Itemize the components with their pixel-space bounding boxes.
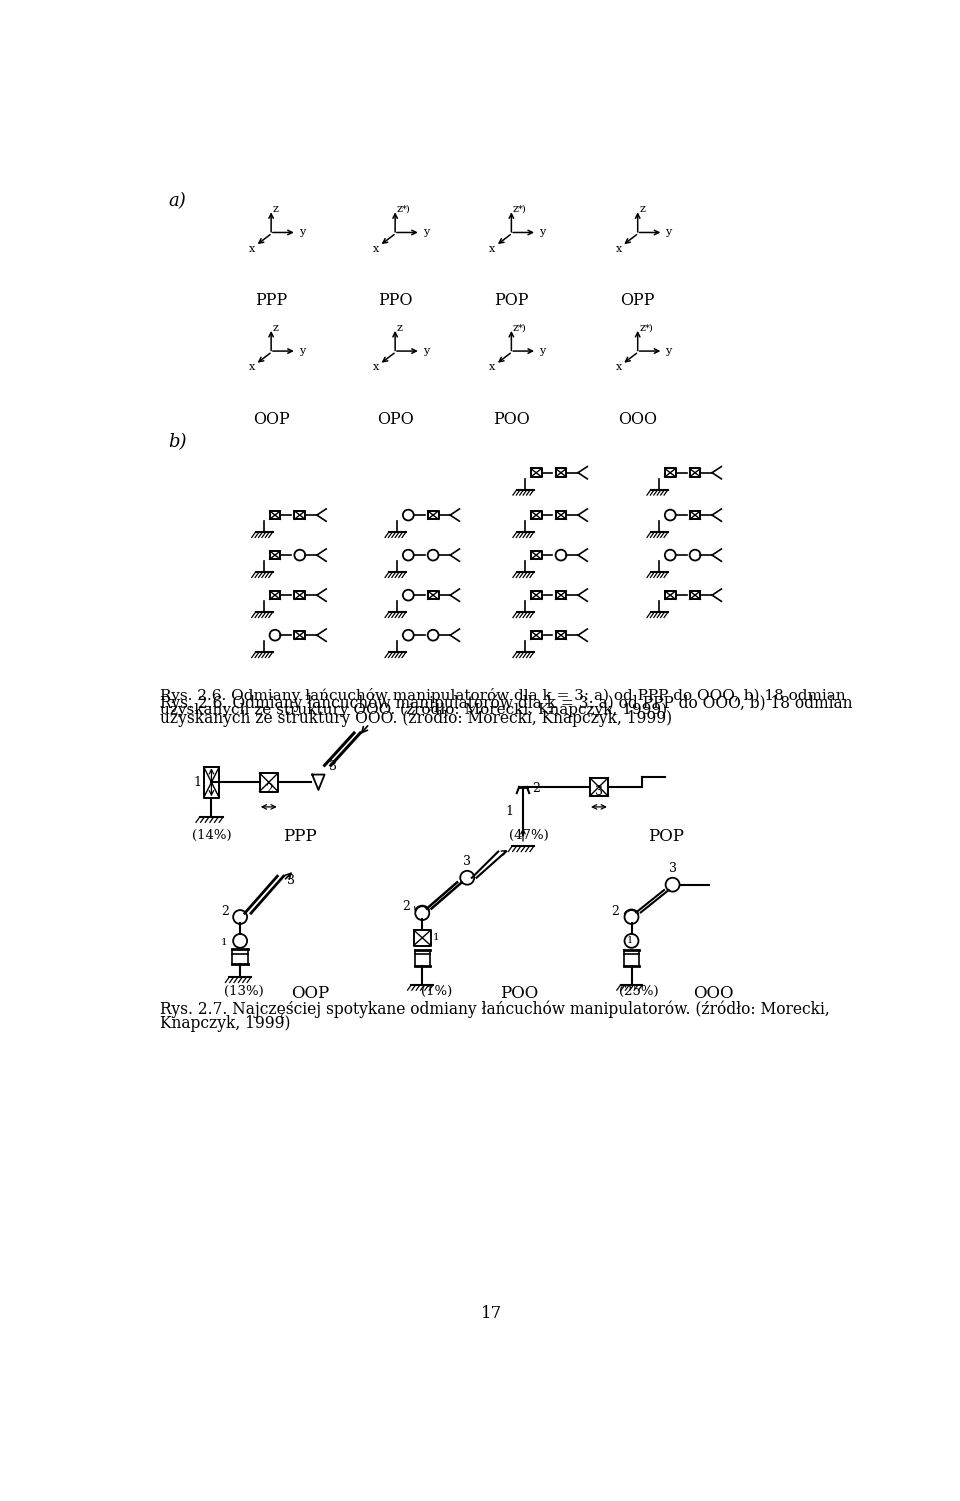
Text: (1%): (1%) [420,985,452,998]
Text: 1: 1 [193,776,202,788]
Text: 2: 2 [532,782,540,796]
Text: *): *) [518,323,527,332]
Text: 2: 2 [222,905,229,919]
Text: uzyskanych ze struktury OOO. (źródło: Morecki, Knapczyk, 1999): uzyskanych ze struktury OOO. (źródło: Mo… [160,708,672,726]
Text: z: z [639,323,645,333]
Text: (14%): (14%) [192,829,231,842]
Text: z: z [513,323,518,333]
Text: (13%): (13%) [224,985,264,998]
Text: b): b) [168,432,186,450]
Text: OOP: OOP [252,411,290,428]
Text: OPP: OPP [620,291,655,309]
Text: OOP: OOP [291,985,329,1001]
Text: y: y [422,347,429,356]
Text: PPP: PPP [283,829,317,845]
Text: POP: POP [648,829,684,845]
Text: z: z [273,204,278,215]
Text: x: x [615,362,622,372]
Text: x: x [372,243,379,254]
Text: y: y [539,228,545,237]
Text: a): a) [168,192,186,210]
Text: 2: 2 [265,784,273,796]
Text: *): *) [402,204,411,213]
Text: z: z [396,323,402,333]
Text: 3: 3 [287,874,295,887]
Text: y: y [299,228,305,237]
Text: 3: 3 [463,856,471,869]
Text: x: x [249,243,255,254]
Text: uzyskanych ze struktury OOO. (źródło: Morecki, Knapczyk, 1999): uzyskanych ze struktury OOO. (źródło: Mo… [160,702,667,717]
Text: y: y [665,347,671,356]
Text: OOO: OOO [618,411,658,428]
Text: x: x [490,362,495,372]
Text: x: x [249,362,255,372]
Text: z: z [396,204,402,215]
Text: z: z [513,204,518,215]
Text: OOO: OOO [692,985,733,1001]
Text: x: x [372,362,379,372]
Text: *): *) [645,323,654,332]
Text: 3: 3 [668,863,677,875]
Text: PPO: PPO [378,291,413,309]
Text: y: y [299,347,305,356]
Text: 17: 17 [481,1304,503,1322]
Text: POO: POO [493,411,530,428]
Text: 2: 2 [612,905,619,919]
Text: Rys. 2.6. Odmiany łańcuchów manipulatorów dla k = 3: a) od PPP do OOO, b) 18 odm: Rys. 2.6. Odmiany łańcuchów manipulatoró… [160,689,846,704]
Text: Rys. 2.6. Odmiany łańcuchów manipulatorów dla k = 3: a) od PPP do OOO, b) 18 odm: Rys. 2.6. Odmiany łańcuchów manipulatoró… [160,695,852,711]
Text: (25%): (25%) [619,985,660,998]
Text: POP: POP [494,291,529,309]
Text: 3: 3 [595,785,603,797]
Text: 1: 1 [627,937,633,946]
Text: z: z [273,323,278,333]
Text: OPO: OPO [376,411,414,428]
Text: *): *) [518,204,527,213]
Text: z: z [639,204,645,215]
Text: 2: 2 [402,901,410,914]
Text: y: y [539,347,545,356]
Text: x: x [490,243,495,254]
Text: PPP: PPP [255,291,287,309]
Text: 1: 1 [506,805,514,818]
Text: x: x [615,243,622,254]
Text: 1: 1 [433,934,440,943]
Text: 1: 1 [221,938,228,947]
Text: y: y [665,228,671,237]
Text: Knapczyk, 1999): Knapczyk, 1999) [160,1015,291,1031]
Text: (47%): (47%) [510,829,549,842]
Text: POO: POO [500,985,539,1001]
Text: Rys. 2.7. Najczęściej spotykane odmiany łańcuchów manipulatorów. (źródło: Moreck: Rys. 2.7. Najczęściej spotykane odmiany … [160,1000,830,1018]
Text: y: y [422,228,429,237]
Text: 3: 3 [329,761,337,773]
